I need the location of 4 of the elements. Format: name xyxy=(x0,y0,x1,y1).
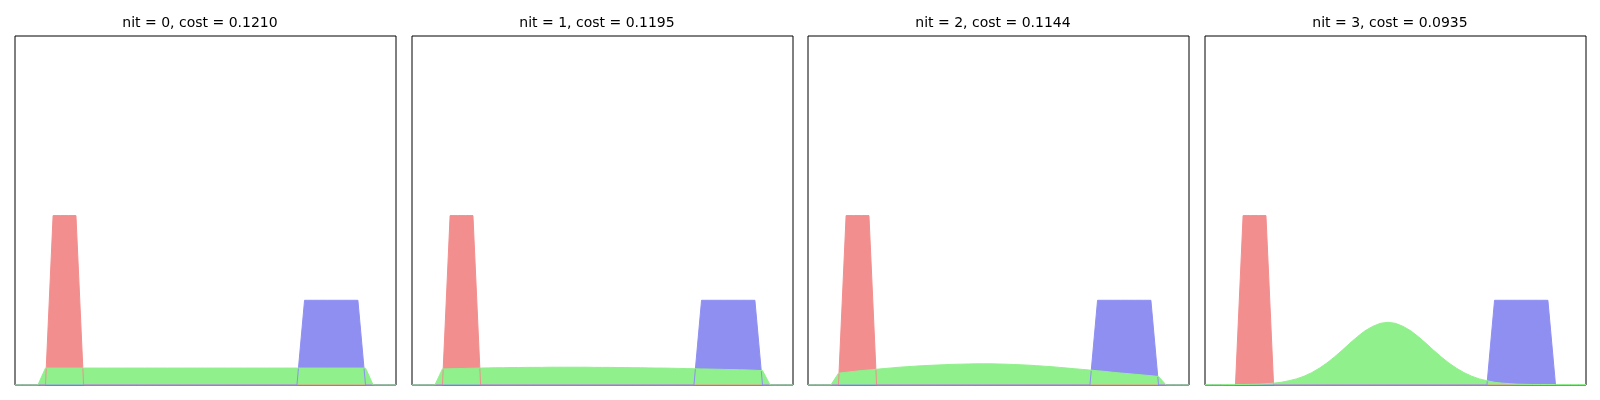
chart-title: nit = 0, cost = 0.1210 xyxy=(122,14,278,30)
chart-title: nit = 3, cost = 0.0935 xyxy=(1311,14,1468,30)
chart-title: nit = 1, cost = 0.1195 xyxy=(518,14,675,30)
chart-title: nit = 2, cost = 0.1144 xyxy=(915,14,1071,30)
